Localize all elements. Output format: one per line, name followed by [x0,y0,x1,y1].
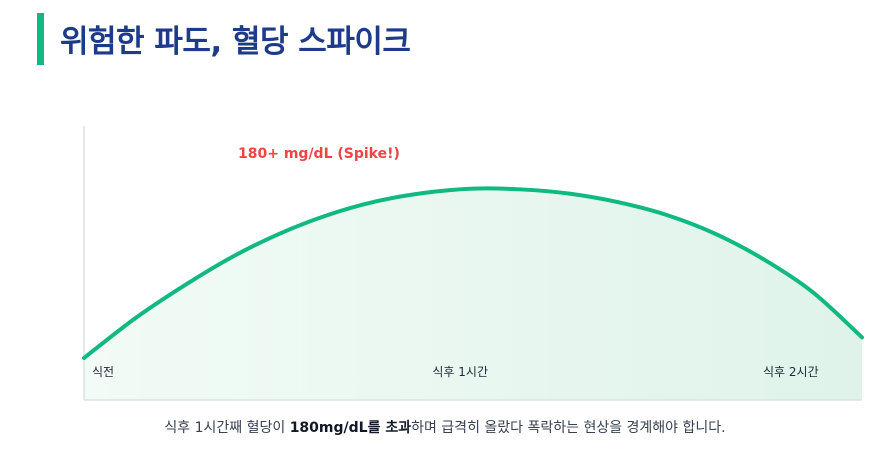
x-tick-label: 식전 [92,365,114,379]
caption-highlight: 180mg/dL를 초과 [289,420,412,436]
x-tick-label: 식후 1시간 [432,365,488,379]
title-accent-bar [37,13,44,65]
chart-caption: 식후 1시간째 혈당이 180mg/dL를 초과하며 급격히 올랐다 폭락하는 … [0,417,890,437]
glucose-curve [82,186,864,360]
caption-text-2: 하며 급격히 올랐다 폭락하는 현상을 경계해야 합니다. [411,420,726,436]
caption-text-1: 식후 1시간째 혈당이 [164,420,290,436]
area-fill [84,188,862,400]
spike-annotation: 180+ mg/dL (Spike!) [238,146,400,162]
page-title: 위험한 파도, 혈당 스파이크 [60,24,411,60]
x-tick-label: 식후 2시간 [763,365,819,379]
